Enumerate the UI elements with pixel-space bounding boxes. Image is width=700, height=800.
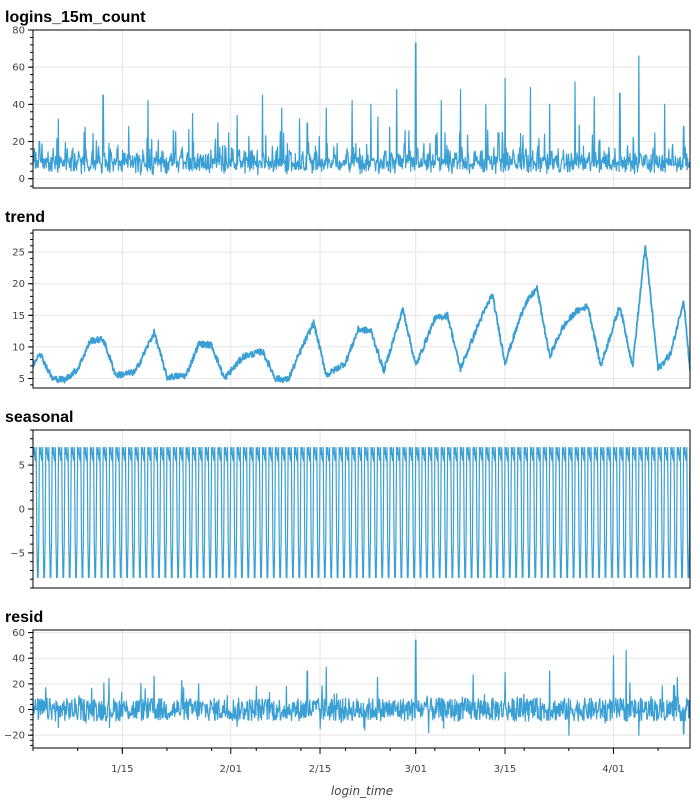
y-tick-label: 5 xyxy=(19,374,25,385)
y-tick-label: 40 xyxy=(12,100,25,111)
x-tick-label: 2/01 xyxy=(220,764,242,775)
y-tick-label: 10 xyxy=(12,342,25,353)
series-line-logins-15m-count xyxy=(33,42,690,176)
y-tick-label: 25 xyxy=(12,248,25,259)
y-tick-label: 0 xyxy=(19,174,25,185)
y-tick-label: 5 xyxy=(19,461,25,472)
series-line-resid xyxy=(33,639,690,736)
x-tick-label: 3/15 xyxy=(494,764,516,775)
panel-title: trend xyxy=(5,209,45,226)
x-tick-label: 3/01 xyxy=(404,764,426,775)
y-tick-label: 60 xyxy=(12,628,25,639)
panel-trend: trend 5 10 15 20 25 xyxy=(5,209,691,389)
panel-title: resid xyxy=(5,609,43,626)
x-axis-title: login_time xyxy=(331,784,393,798)
y-tick-label: 20 xyxy=(12,679,25,690)
y-tick-label: −20 xyxy=(4,731,25,742)
panel-frame xyxy=(32,629,691,749)
series-line-trend xyxy=(33,244,690,384)
y-tick-label: 60 xyxy=(12,63,25,74)
series-line-seasonal xyxy=(33,446,690,579)
panel-seasonal: seasonal −5 0 5 xyxy=(5,409,691,589)
y-tick-label: −5 xyxy=(10,548,25,559)
panel-frame xyxy=(32,29,691,189)
panel-frame xyxy=(32,229,691,389)
y-tick-label: 40 xyxy=(12,654,25,665)
y-tick-label: 20 xyxy=(12,279,25,290)
panel-frame xyxy=(32,429,691,589)
y-tick-label: 80 xyxy=(12,26,25,37)
panel-title: logins_15m_count xyxy=(5,9,146,26)
y-tick-label: 0 xyxy=(19,505,25,516)
x-axis: 1/15 2/01 2/15 3/01 3/15 4/01 xyxy=(32,748,659,775)
y-tick-label: 20 xyxy=(12,137,25,148)
panel-logins-15m-count: logins_15m_count 0 20 40 60 80 xyxy=(5,9,691,189)
panels-group: logins_15m_count 0 20 40 60 80 trend 5 10 15 20 25 s… xyxy=(4,9,691,749)
x-tick-label: 1/15 xyxy=(111,764,133,775)
panel-title: seasonal xyxy=(5,409,73,426)
panel-resid: resid −20 0 20 40 60 xyxy=(4,609,691,749)
x-tick-label: 4/01 xyxy=(602,764,624,775)
y-tick-label: 15 xyxy=(12,311,25,322)
y-tick-label: 0 xyxy=(19,705,25,716)
x-tick-label: 2/15 xyxy=(309,764,331,775)
